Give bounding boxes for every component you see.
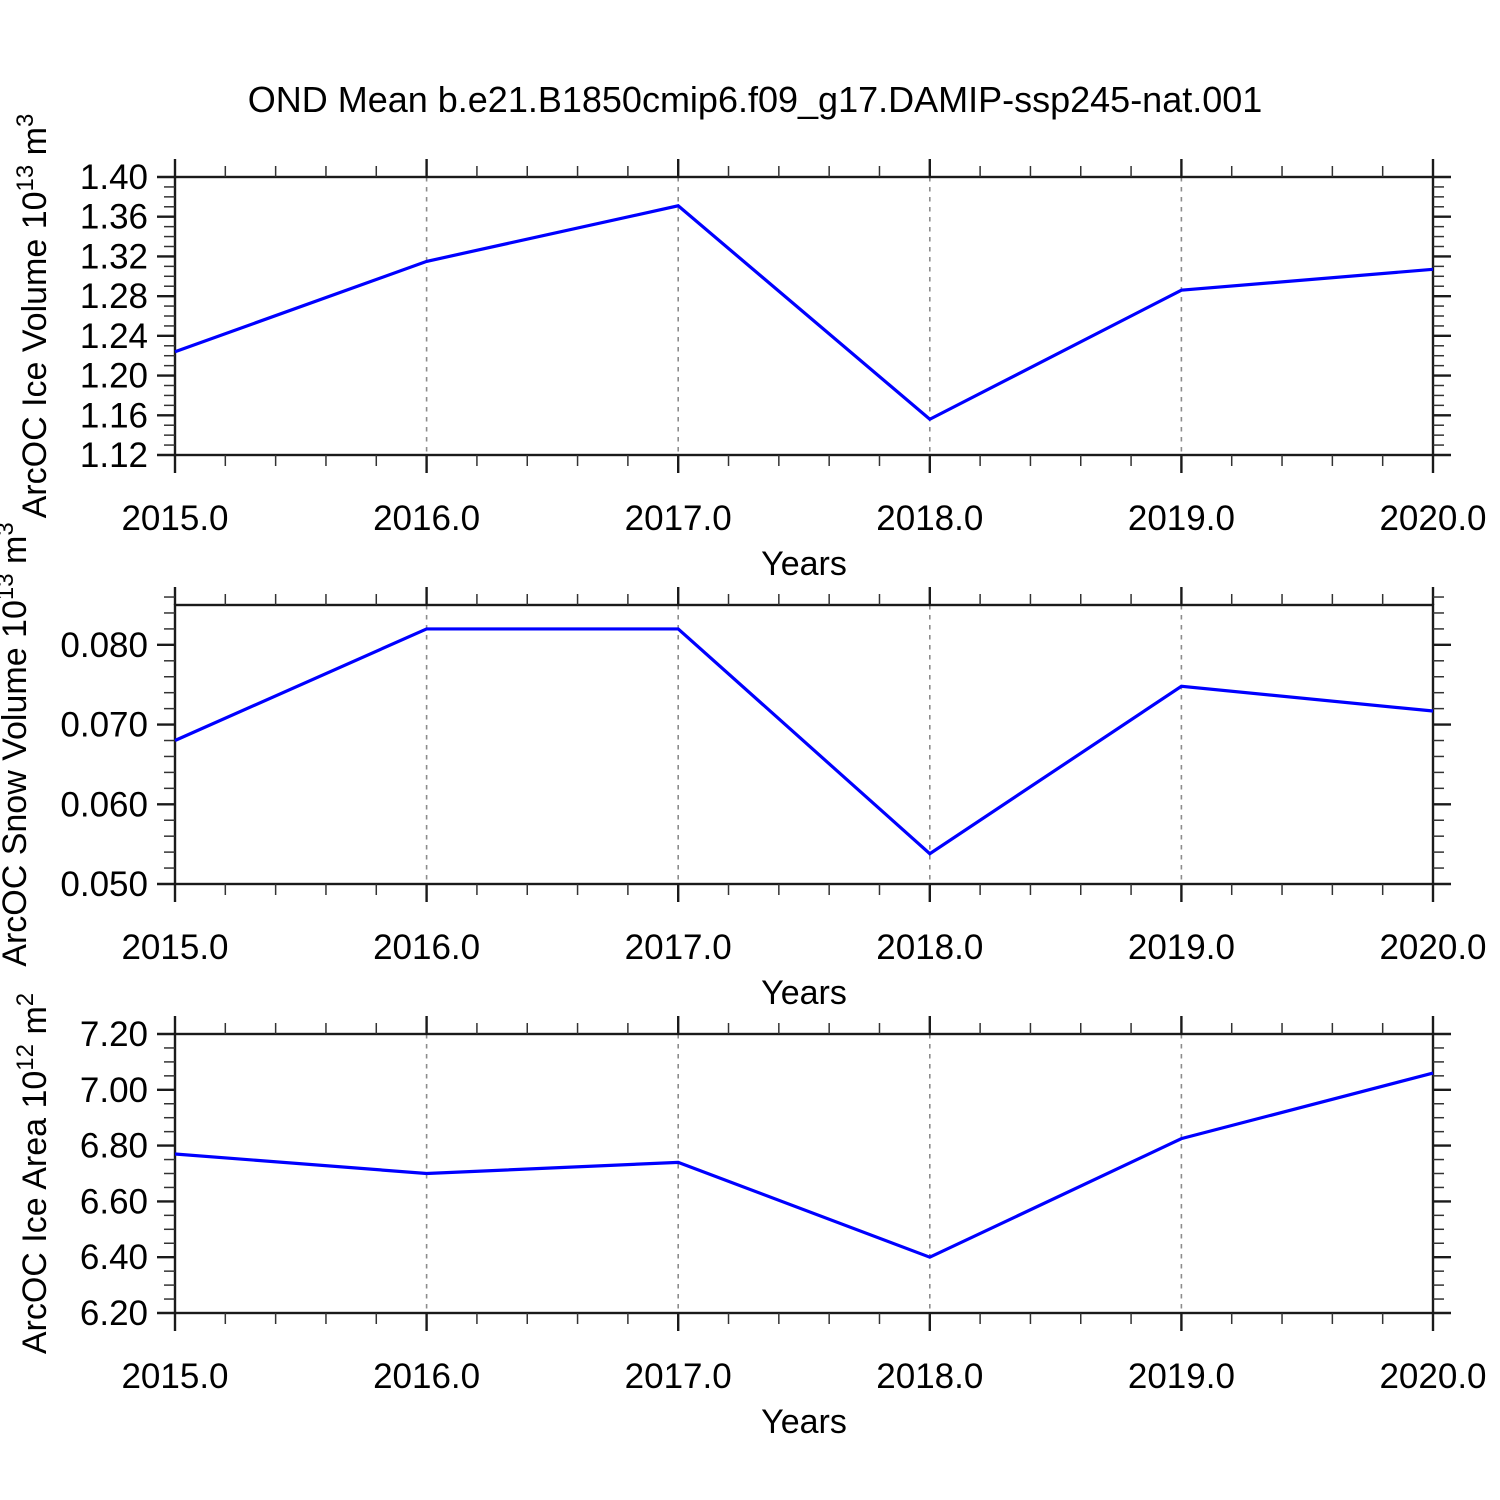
y-tick-label: 1.32 [80,237,148,276]
y-tick-label: 1.36 [80,198,148,237]
data-line-arcoc-ice-area [174,1071,1434,1259]
x-axis-title: Years [761,1403,847,1441]
x-tick-label: 2015.0 [121,1357,228,1396]
x-tick-label: 2020.0 [1379,1357,1486,1396]
x-tick-label: 2017.0 [625,928,732,967]
panel-arcoc-ice-volume: 1.121.161.201.241.281.321.361.40 2015.0 20… [12,114,1487,583]
x-tick-label: 2019.0 [1128,928,1235,967]
x-tick-label: 2019.0 [1128,1357,1235,1396]
x-tick-label: 2017.0 [625,499,732,538]
y-tick-label: 0.070 [60,706,148,745]
y-tick-label: 1.40 [80,158,148,197]
y-tick-label: 6.80 [80,1127,148,1166]
x-tick-label: 2018.0 [876,1357,983,1396]
x-tick-label: 2020.0 [1379,499,1486,538]
y-tick-label: 7.20 [80,1015,148,1054]
y-tick-label: 0.080 [60,626,148,665]
y-axis-title: ArcOC Snow Volume 1013 m3 [0,522,34,966]
x-tick-label: 2020.0 [1379,928,1486,967]
x-tick-label: 2015.0 [121,928,228,967]
x-tick-label: 2015.0 [121,499,228,538]
y-tick-label: 6.60 [80,1182,148,1221]
plot-frame [173,603,1435,886]
data-line-arcoc-snow-volume [174,627,1434,856]
y-tick-label: 1.16 [80,396,148,435]
panels-group: 1.121.161.201.241.281.321.361.40 2015.0 20… [0,114,1487,1441]
y-tick-label: 6.40 [80,1238,148,1277]
panel-arcoc-ice-area: 6.20 6.40 6.60 6.80 7.00 7.20 2015.0 2016.0 2017… [12,993,1487,1441]
x-tick-label: 2016.0 [373,1357,480,1396]
plot-frame [173,1032,1435,1315]
y-tick-label: 0.060 [60,785,148,824]
y-tick-label: 1.12 [80,436,148,475]
x-axis-title: Years [761,545,847,583]
y-tick-label: 1.24 [80,317,148,356]
x-tick-label: 2019.0 [1128,499,1235,538]
plot-frame [173,175,1435,457]
data-line-arcoc-ice-volume [174,204,1434,422]
x-tick-label: 2018.0 [876,499,983,538]
y-tick-label: 1.28 [80,277,148,316]
x-tick-label: 2016.0 [373,928,480,967]
y-tick-label: 6.20 [80,1294,148,1333]
y-tick-label: 1.20 [80,357,148,396]
y-tick-label: 7.00 [80,1071,148,1110]
panel-arcoc-snow-volume: 0.050 0.060 0.070 0.080 2015.0 2016.0 2017.0 20… [0,522,1487,1012]
y-axis-title: ArcOC Ice Volume 1013 m3 [12,114,54,519]
figure-title: OND Mean b.e21.B1850cmip6.f09_g17.DAMIP-… [248,79,1263,120]
x-tick-label: 2017.0 [625,1357,732,1396]
x-tick-label: 2016.0 [373,499,480,538]
x-tick-label: 2018.0 [876,928,983,967]
y-axis-title: ArcOC Ice Area 1012 m2 [12,993,54,1354]
y-tick-label: 0.050 [60,865,148,904]
x-axis-title: Years [761,974,847,1012]
